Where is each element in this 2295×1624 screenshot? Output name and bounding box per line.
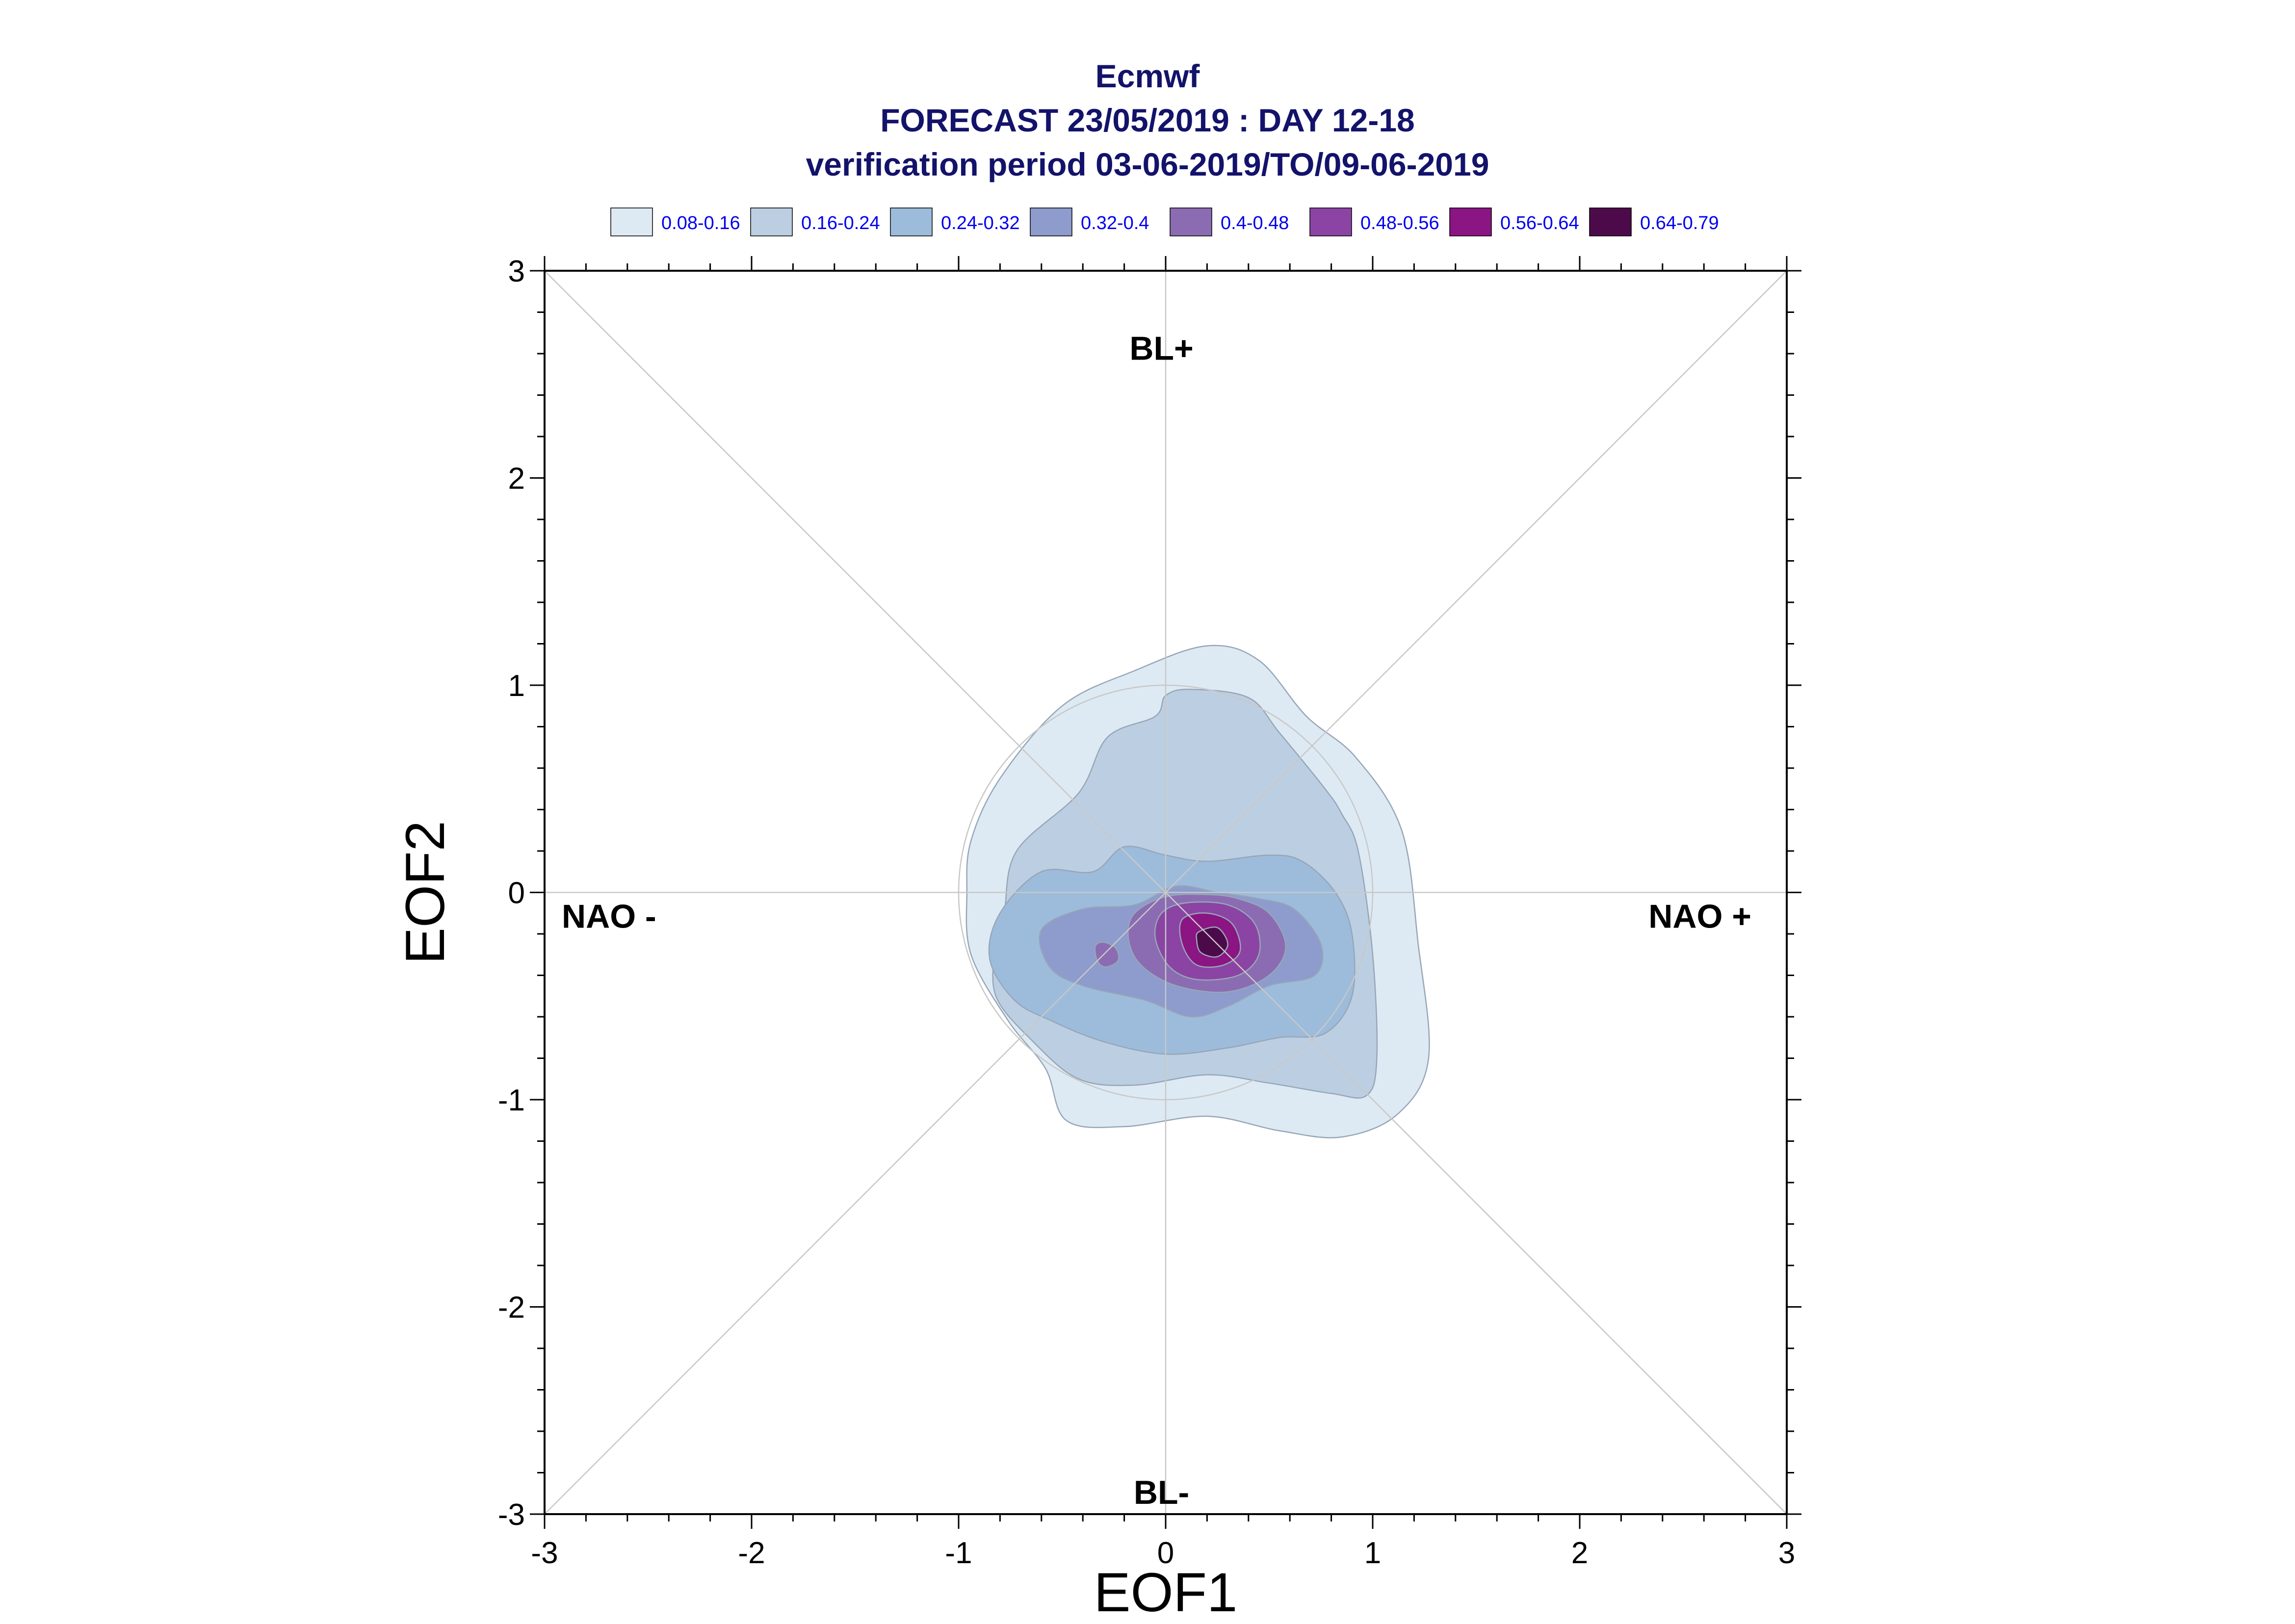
legend-swatch [890,207,933,236]
axes: -3 -2 -1 0 1 2 3 -3 -2 -1 0 1 2 3 EOF1 EOF2 [394,255,1801,1623]
x-tick-label: -3 [531,1536,558,1570]
y-tick-label: 1 [508,669,525,703]
y-tick-label: 2 [508,462,525,496]
x-tick-label: 2 [1571,1536,1588,1570]
chart-subtitle-forecast: FORECAST 23/05/2019 : DAY 12-18 [880,102,1415,138]
y-tick-label: -2 [498,1291,525,1325]
legend-swatch [1449,207,1492,236]
contour-layer [965,644,1430,1138]
y-tick-label: 3 [508,255,525,288]
x-tick-label: 3 [1778,1536,1795,1570]
chart-title: Ecmwf [1095,58,1200,94]
legend-label: 0.16-0.24 [801,213,880,233]
legend-label: 0.64-0.79 [1640,213,1719,233]
legend-label: 0.08-0.16 [661,213,740,233]
legend-swatch [1589,207,1632,236]
legend-label: 0.48-0.56 [1360,213,1439,233]
legend-label: 0.24-0.32 [941,213,1020,233]
contour-region [1196,927,1228,958]
label-bl-minus: BL- [1134,1474,1189,1511]
legend: 0.08-0.16 0.16-0.24 0.24-0.32 0.32-0.4 0.4-0… [610,207,1719,236]
guide-lines [544,270,1787,1515]
x-tick-label: -1 [945,1536,972,1570]
label-bl-plus: BL+ [1129,330,1193,367]
label-nao-minus: NAO - [562,898,656,935]
legend-swatch [750,207,793,236]
y-tick-label: -3 [498,1498,525,1532]
legend-label: 0.32-0.4 [1081,213,1149,233]
legend-label: 0.4-0.48 [1221,213,1289,233]
x-tick-label: 0 [1157,1536,1174,1570]
x-axis-label: EOF1 [1094,1562,1238,1623]
legend-swatch [1309,207,1352,236]
legend-swatch [610,207,653,236]
chart-subtitle-verification: verification period 03-06-2019/TO/09-06-… [806,146,1489,182]
y-tick-label: -1 [498,1083,525,1117]
label-nao-plus: NAO + [1648,898,1751,935]
legend-swatch [1030,207,1072,236]
unit-circle [958,684,1374,1101]
y-axis-label: EOF2 [394,821,456,964]
y-tick-label: 0 [508,876,525,910]
x-tick-label: 1 [1364,1536,1381,1570]
legend-label: 0.56-0.64 [1500,213,1579,233]
x-tick-label: -2 [738,1536,765,1570]
legend-swatch [1170,207,1212,236]
regime-labels: BL+ BL- NAO - NAO + [562,330,1751,1511]
